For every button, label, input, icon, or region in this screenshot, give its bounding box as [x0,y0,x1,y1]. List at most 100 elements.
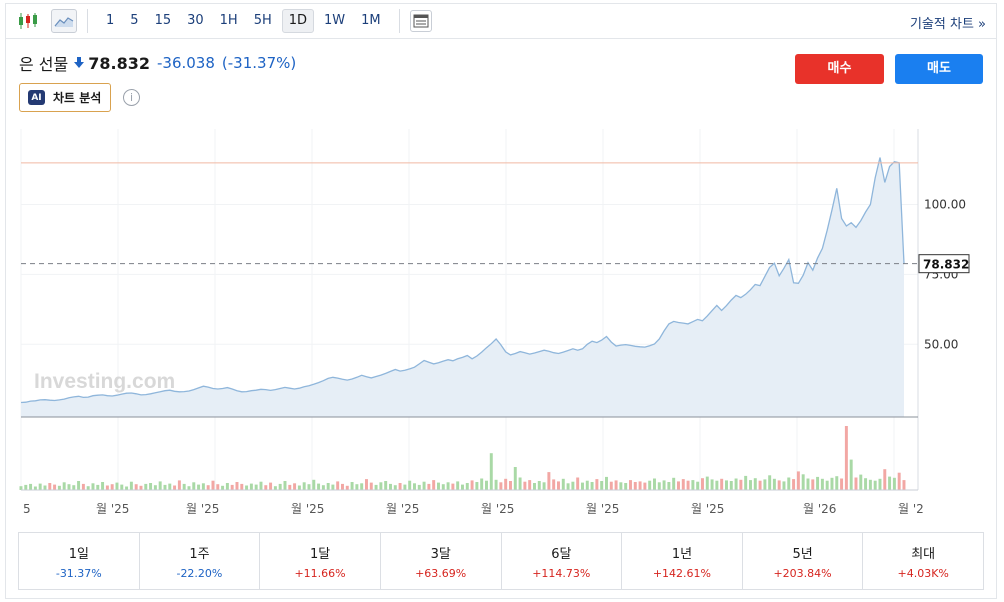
volume-bar [643,482,647,490]
volume-bar [705,476,709,490]
volume-bar [273,486,277,490]
performance-cell[interactable]: 1일 -31.37% [19,533,139,589]
volume-bar [840,478,844,490]
watermark-logo: Investing.com [34,370,175,393]
volume-bar [561,478,565,490]
volume-bar [29,483,33,490]
volume-bar [763,479,767,490]
volume-bar [590,482,594,490]
volume-bar [576,477,580,490]
performance-cell[interactable]: 1주 -22.20% [138,533,260,589]
volume-bar [163,484,167,490]
timeframe-1h[interactable]: 1H [219,13,238,28]
volume-bar [537,481,541,490]
volume-bar [221,485,225,490]
down-arrow-icon [74,57,85,68]
volume-bar [864,478,868,490]
volume-bar [633,482,637,490]
x-tick-label: 월 '25 [586,502,619,516]
table-view-icon[interactable] [409,10,432,32]
volume-bar [619,482,623,490]
volume-bar [533,483,536,490]
performance-value: +11.66% [294,566,346,580]
toolbar-divider [398,9,400,33]
volume-bar [321,485,325,490]
performance-period: 1주 [189,546,210,562]
volume-bar [360,483,364,490]
buy-button[interactable]: 매수 [795,54,884,84]
volume-bar [868,479,872,490]
volume-bar [413,483,416,490]
volume-bar [720,478,724,490]
volume-bar [317,483,321,490]
performance-period: 1달 [309,546,331,562]
performance-cell[interactable]: 6달 +114.73% [500,533,622,589]
timeframe-30[interactable]: 30 [187,13,204,28]
volume-bar [667,482,671,490]
technical-chart-link[interactable]: 기술적 차트 » [909,17,986,32]
volume-bar [811,479,815,490]
sell-button[interactable]: 매도 [895,54,983,84]
timeframe-1d[interactable]: 1D [281,9,315,33]
volume-bar [240,483,244,490]
ai-chart-analysis-button[interactable]: AI 차트 분석 [19,83,112,112]
volume-bar [897,472,901,490]
volume-bar [782,481,786,490]
area-chart-icon[interactable] [51,9,77,33]
volume-bar [820,478,824,490]
volume-bar [605,476,608,490]
performance-cell[interactable]: 최대 +4.03K% [862,533,983,589]
x-tick-label: 월 '25 [291,502,324,516]
volume-bar [408,480,412,490]
volume-bar [725,480,728,490]
volume-bar [432,480,436,490]
volume-bar [355,484,359,490]
volume-bar [677,481,680,490]
performance-cell[interactable]: 1년 +142.61% [621,533,742,589]
volume-bar [365,479,368,490]
volume-bar [609,481,613,490]
volume-bar [768,475,772,490]
volume-bar [844,426,848,490]
volume-bar [259,481,263,490]
volume-bar [110,484,114,490]
performance-cell[interactable]: 3달 +63.69% [379,533,501,589]
x-tick-label: 월 '26 [803,502,836,516]
timeframe-15[interactable]: 15 [154,13,172,28]
volume-bar [86,486,90,490]
performance-period: 3달 [430,546,451,562]
x-tick-label: 월 '25 [186,502,219,516]
volume-bar [144,483,148,490]
volume-bar [77,481,81,490]
volume-bar [43,485,47,490]
volume-bar [197,484,201,490]
info-icon[interactable]: i [123,89,140,106]
volume-bar [158,481,162,490]
volume-bar [878,478,882,490]
volume-bar [662,480,666,490]
performance-cell[interactable]: 5년 +203.84% [741,533,863,589]
volume-bar [350,482,354,490]
volume-bar [269,482,273,490]
performance-period: 1년 [671,546,693,562]
volume-bar [206,485,210,490]
volume-bar [264,485,268,490]
volume-bar [182,483,186,490]
timeframe-1w[interactable]: 1W [324,13,346,28]
volume-bar [518,477,522,490]
volume-bar [504,478,508,490]
volume-bar [389,483,392,490]
volume-bar [427,483,431,490]
volume-bar [888,476,892,490]
timeframe-5[interactable]: 5 [130,13,139,28]
timeframe-5h[interactable]: 5H [253,13,272,28]
candlestick-icon[interactable] [15,8,41,34]
performance-cell[interactable]: 1달 +11.66% [259,533,380,589]
volume-bar [278,483,282,490]
volume-bar [470,480,474,490]
timeframe-1[interactable]: 1 [106,13,115,28]
performance-value: +203.84% [773,566,832,580]
timeframe-1m[interactable]: 1M [361,13,381,28]
volume-bar [653,478,656,490]
